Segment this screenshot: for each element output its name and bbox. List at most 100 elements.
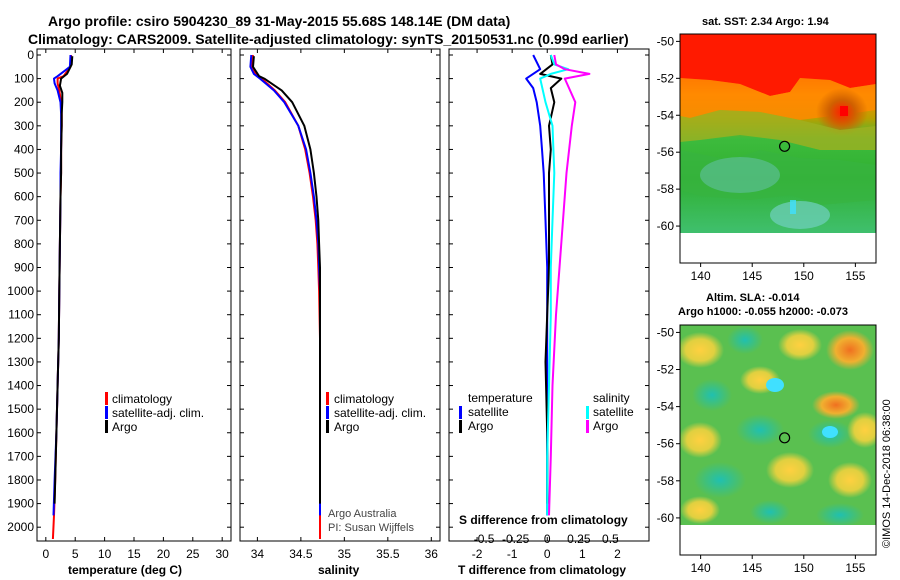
figure-title-line-1: Argo profile: csiro 5904230_89 31-May-20…: [48, 13, 510, 29]
depth-tick-label: 1400: [7, 379, 34, 393]
salinity-x-axis-label: salinity: [318, 563, 360, 577]
difference-legend: temperature satellite Argo salinity sate…: [459, 391, 634, 433]
x-tick-label: 30: [216, 547, 230, 561]
legend-swatch-satellite: [326, 406, 329, 419]
series-line-salinity-satellite: [539, 54, 570, 516]
sst-map-frame: [679, 33, 877, 264]
legend-header-salinity: salinity: [593, 391, 630, 405]
x-tick-label: 34.5: [289, 547, 313, 561]
s-difference-x-ticks: -0.5 -0.25 0 0.25 0.5: [474, 532, 619, 546]
legend-label-t-argo: Argo: [468, 419, 494, 433]
depth-tick-label: 600: [14, 190, 34, 204]
legend-label-satellite: satellite-adj. clim.: [334, 406, 426, 420]
depth-tick-label: 400: [14, 142, 34, 156]
x-tick-label: 10: [98, 547, 112, 561]
x-tick-label: 36: [425, 547, 439, 561]
lon-tick-label: 145: [742, 561, 762, 575]
x-tick-label: 34: [251, 547, 265, 561]
legend-swatch-t-satellite: [459, 406, 462, 419]
lat-tick-label: -58: [657, 182, 675, 196]
x-tick-label: 0: [42, 547, 49, 561]
legend-swatch-climatology: [326, 392, 329, 405]
lat-tick-label: -60: [657, 219, 675, 233]
sst-map-no-data-area: [680, 236, 876, 263]
difference-plot-frame: [448, 48, 650, 542]
x-tick-label: 1: [579, 547, 586, 561]
credit-argo-australia: Argo Australia: [328, 508, 397, 520]
figure-title-line-2: Climatology: CARS2009. Satellite-adjuste…: [28, 31, 629, 47]
depth-tick-label: 1500: [7, 402, 34, 416]
legend-label-s-satellite: satellite: [593, 405, 634, 419]
lon-tick-label: 150: [794, 269, 814, 283]
sla-map-subtitle: Argo h1000: -0.055 h2000: -0.073: [678, 306, 848, 318]
legend-swatch-s-argo: [586, 420, 589, 433]
t-difference-x-ticks: -2 -1 0 1 2: [472, 49, 621, 561]
s-diff-tick-label: -0.25: [502, 532, 530, 546]
depth-tick-label: 100: [14, 72, 34, 86]
temperature-plot-frame: [36, 48, 232, 542]
s-diff-tick-label: -0.5: [474, 532, 495, 546]
sst-map-title: sat. SST: 2.34 Argo: 1.94: [702, 16, 830, 28]
sla-map-title: Altim. SLA: -0.014: [706, 292, 800, 304]
lon-tick-label: 140: [691, 561, 711, 575]
legend-swatch-climatology: [105, 392, 108, 405]
depth-tick-label: 1100: [8, 308, 34, 322]
depth-tick-label: 1900: [7, 497, 34, 511]
lat-tick-label: -52: [657, 71, 675, 85]
legend-label-satellite: satellite-adj. clim.: [112, 406, 204, 420]
lat-tick-label: -52: [657, 363, 675, 377]
lon-tick-label: 140: [691, 269, 711, 283]
depth-tick-label: 1300: [7, 355, 34, 369]
depth-tick-label: 2000: [7, 520, 34, 534]
s-diff-tick-label: 0.25: [567, 532, 591, 546]
salinity-profile-panel: 34 34.5 35 35.5 36 salinity climatology sate…: [239, 48, 441, 577]
sst-map-image: [680, 34, 876, 236]
depth-tick-label: 1700: [7, 449, 34, 463]
depth-tick-label: 900: [14, 260, 34, 274]
sst-map-argo-location-marker: [778, 140, 791, 152]
x-tick-label: 15: [127, 547, 141, 561]
x-tick-label: 35: [338, 547, 352, 561]
depth-axis-labels: 0 100 200 300 400 500 600 700 800 900 1000 1100 1200…: [7, 48, 649, 534]
sla-map-panel: Altim. SLA: -0.014 Argo h1000: -0.055 h2…: [657, 292, 877, 575]
legend-label-climatology: climatology: [112, 392, 172, 406]
depth-tick-label: 1800: [7, 473, 34, 487]
temperature-series: [51, 54, 74, 540]
x-tick-label: 35.5: [376, 547, 400, 561]
legend-swatch-satellite: [105, 406, 108, 419]
lat-tick-label: -50: [657, 34, 675, 48]
series-line-satellite-adj-clim-: [249, 54, 321, 516]
depth-tick-label: 0: [27, 48, 34, 62]
series-line-climatology: [250, 54, 321, 539]
t-difference-axis-label: T difference from climatology: [458, 563, 626, 577]
s-diff-tick-label: 0.5: [602, 532, 619, 546]
lat-tick-label: -56: [657, 145, 675, 159]
depth-tick-label: 1200: [7, 331, 34, 345]
legend-header-temperature: temperature: [468, 391, 533, 405]
x-tick-label: 25: [186, 547, 200, 561]
sla-map-lon-ticks: 140 145 150 155: [691, 555, 866, 575]
series-line-salinity-argo: [548, 54, 591, 516]
sla-map-no-data-area: [680, 525, 876, 555]
salinity-plot-frame: [239, 48, 441, 542]
legend-label-argo: Argo: [112, 420, 138, 434]
lon-tick-label: 150: [794, 561, 814, 575]
lat-tick-label: -54: [657, 108, 675, 122]
lat-tick-label: -58: [657, 474, 675, 488]
lat-tick-label: -60: [657, 511, 675, 525]
x-tick-label: -1: [507, 547, 518, 561]
sst-map-lat-ticks: -50 -52 -54 -56 -58 -60: [657, 34, 680, 233]
legend-swatch-t-argo: [459, 420, 462, 433]
lon-tick-label: 155: [845, 561, 865, 575]
legend-label-climatology: climatology: [334, 392, 394, 406]
legend-label-t-satellite: satellite: [468, 405, 509, 419]
legend-label-s-argo: Argo: [593, 419, 619, 433]
depth-tick-label: 700: [14, 213, 34, 227]
depth-tick-label: 200: [14, 95, 34, 109]
sla-map-frame: [679, 324, 877, 556]
temperature-x-axis-label: temperature (deg C): [68, 563, 182, 577]
lat-tick-label: -50: [657, 325, 675, 339]
x-tick-label: -2: [472, 547, 483, 561]
sst-map-panel: sat. SST: 2.34 Argo: 1.94 -50-52-54-56-5…: [657, 16, 877, 283]
